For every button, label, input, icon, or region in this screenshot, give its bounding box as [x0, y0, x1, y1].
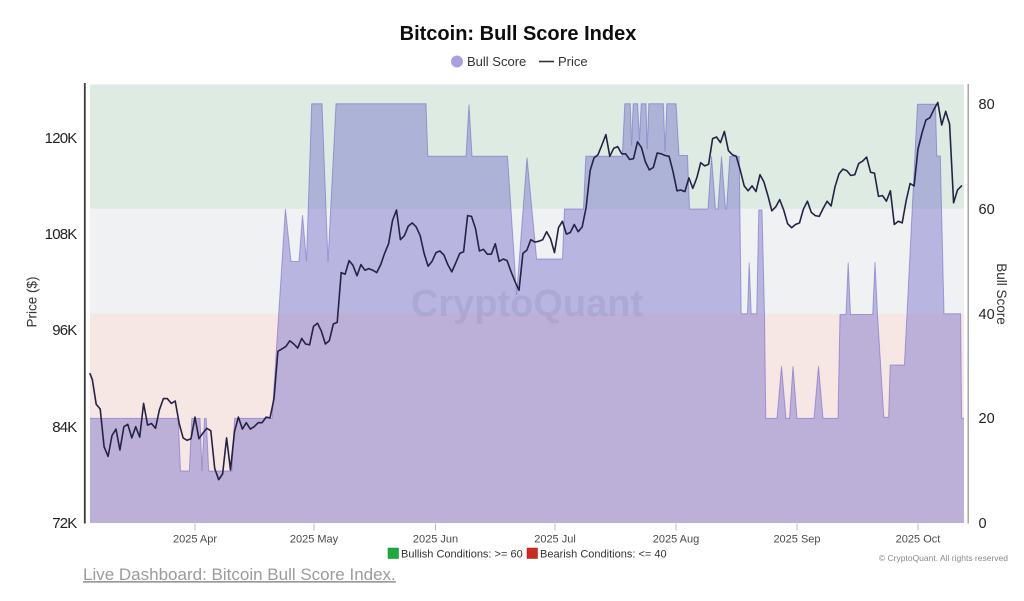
svg-text:Price ($): Price ($): [25, 276, 40, 327]
svg-text:Bull Score: Bull Score: [467, 54, 526, 69]
svg-text:108K: 108K: [45, 226, 78, 243]
svg-text:2025 Sep: 2025 Sep: [773, 534, 820, 546]
svg-text:CryptoQuant: CryptoQuant: [411, 283, 644, 325]
svg-text:2025 May: 2025 May: [290, 534, 339, 546]
svg-text:40: 40: [979, 307, 995, 323]
svg-text:Price: Price: [558, 54, 588, 69]
svg-text:Live Dashboard: Bitcoin Bull S: Live Dashboard: Bitcoin Bull Score Index…: [83, 565, 396, 584]
svg-text:Bullish Conditions: >= 60: Bullish Conditions: >= 60: [401, 549, 523, 561]
svg-text:© CryptoQuant. All rights rese: © CryptoQuant. All rights reserved: [879, 553, 1008, 563]
svg-text:0: 0: [979, 516, 987, 532]
svg-text:2025 Aug: 2025 Aug: [653, 534, 700, 546]
svg-text:Bearish Conditions: <= 40: Bearish Conditions: <= 40: [540, 549, 667, 561]
svg-text:60: 60: [979, 202, 995, 218]
svg-text:96K: 96K: [52, 322, 77, 339]
svg-text:72K: 72K: [52, 515, 77, 532]
svg-text:20: 20: [979, 411, 995, 427]
svg-text:Bull Score: Bull Score: [994, 263, 1009, 325]
svg-text:Bitcoin: Bull Score Index: Bitcoin: Bull Score Index: [400, 23, 637, 45]
svg-text:2025 Apr: 2025 Apr: [173, 534, 217, 546]
svg-text:120K: 120K: [45, 130, 78, 147]
svg-text:80: 80: [979, 97, 995, 113]
svg-text:2025 Jun: 2025 Jun: [413, 534, 458, 546]
svg-text:84K: 84K: [52, 419, 77, 436]
svg-text:2025 Jul: 2025 Jul: [534, 534, 576, 546]
svg-text:2025 Oct: 2025 Oct: [896, 534, 941, 546]
